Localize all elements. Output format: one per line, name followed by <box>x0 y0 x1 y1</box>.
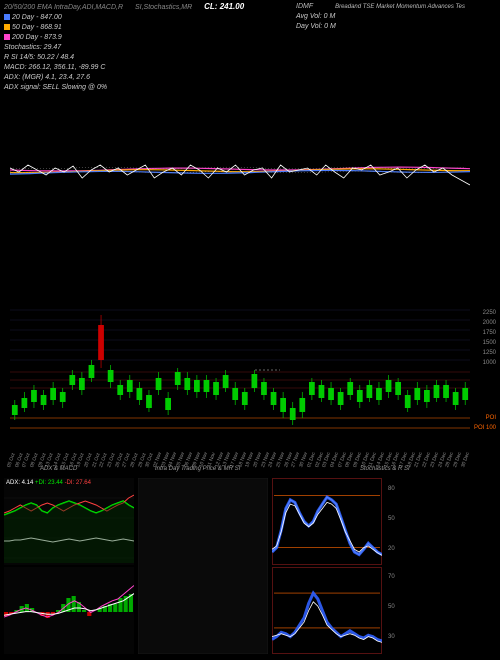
macd-subpanel <box>4 567 134 654</box>
info-text: 50 Day - 868.91 <box>12 24 62 31</box>
info-text: Stochastics: 29.47 <box>4 44 61 51</box>
avg-vol: Avg Vol: 0 M <box>296 12 496 22</box>
adx-svg <box>4 478 134 565</box>
ytick: POI <box>486 415 496 421</box>
info-line: ADX signal: SELL Slowing @ 0% <box>4 83 264 93</box>
color-swatch <box>4 24 10 30</box>
ytick: 2250 <box>483 310 496 316</box>
info-line: Stochastics: 29.47 <box>4 43 264 53</box>
panel2-title: Intra Day Trading Price & MR SI <box>155 466 240 472</box>
color-swatch <box>4 34 10 40</box>
info-line: R SI 14/5: 50.22 / 48.4 <box>4 53 264 63</box>
svg-text:50: 50 <box>388 516 395 522</box>
ytick: 1500 <box>483 340 496 346</box>
info-text: 200 Day - 873.9 <box>12 34 62 41</box>
info-line: MACD: 266.12, 356.11, -89.99 C <box>4 63 264 73</box>
info-line: ADX: (MGR) 4.1, 23.4, 27.6 <box>4 73 264 83</box>
info-line: 200 Day - 873.9 <box>4 33 264 43</box>
panel1-title: ADX & MACD <box>40 466 77 472</box>
stoch-svg <box>272 478 382 565</box>
adx-values-label: ADX: ADX: 4.14 +DI: 23.44 -DI: 27.644.14… <box>6 480 91 486</box>
macd-svg <box>4 567 134 654</box>
info-text: ADX: (MGR) 4.1, 23.4, 27.6 <box>4 74 90 81</box>
main-price-chart <box>10 130 470 210</box>
svg-text:70: 70 <box>388 574 395 580</box>
bottom-panels: ADX: ADX: 4.14 +DI: 23.44 -DI: 27.644.14… <box>0 478 500 658</box>
intraday-svg <box>138 478 268 654</box>
ytick: POI 100 <box>474 425 496 431</box>
info-line: 50 Day - 868.91 <box>4 23 264 33</box>
stochastics-subpanel <box>272 478 382 565</box>
candle-chart <box>10 300 470 440</box>
adx-subpanel: ADX: ADX: 4.14 +DI: 23.44 -DI: 27.644.14… <box>4 478 134 565</box>
main-chart-svg <box>10 130 470 210</box>
rsi-subpanel <box>272 567 382 654</box>
right-axis-panel: 80 50 20 70 50 30 <box>386 478 496 654</box>
info-text: 20 Day - 847.00 <box>12 14 62 21</box>
pdi-val: +DI: 23.44 <box>35 480 63 486</box>
info-line: 20 Day - 847.00 <box>4 13 264 23</box>
ytick: 2000 <box>483 320 496 326</box>
idx-label: IDMF <box>296 3 313 10</box>
close-price: CL: 241.00 <box>204 2 244 11</box>
panel3-title: Stochastics & R SI <box>360 466 410 472</box>
svg-text:20: 20 <box>388 546 395 552</box>
indicator-list-2: SI,Stochastics,MR <box>135 4 192 11</box>
candle-yaxis: 2250 2000 1750 1500 1250 1000 POI POI 100 <box>466 300 496 440</box>
stoch-rsi-panel <box>272 478 382 654</box>
info-text: ADX signal: SELL Slowing @ 0% <box>4 84 107 91</box>
chart-header: 20/50/200 EMA IntraDay,ADI,MACD,R SI,Sto… <box>4 2 496 82</box>
adx-val: ADX: ADX: 4.14 +DI: 23.44 -DI: 27.644.14 <box>6 480 33 486</box>
color-swatch <box>4 14 10 20</box>
axis-svg: 80 50 20 70 50 30 <box>386 478 406 654</box>
intraday-panel <box>138 478 268 654</box>
adx-macd-panel: ADX: ADX: 4.14 +DI: 23.44 -DI: 27.644.14… <box>4 478 134 654</box>
info-text: MACD: 266.12, 356.11, -89.99 C <box>4 64 105 71</box>
descriptor: Breadand TSE Market Momentum Advances Te… <box>335 4 465 10</box>
mdi-val: -DI: 27.64 <box>65 480 91 486</box>
indicator-list-1: 20/50/200 EMA IntraDay,ADI,MACD,R <box>4 4 123 11</box>
ytick: 1000 <box>483 360 496 366</box>
day-vol: Day Vol: 0 M <box>296 22 496 32</box>
candle-chart-svg <box>10 300 470 440</box>
info-text: R SI 14/5: 50.22 / 48.4 <box>4 54 74 61</box>
svg-text:30: 30 <box>388 634 395 640</box>
left-info-block: 20/50/200 EMA IntraDay,ADI,MACD,R SI,Sto… <box>4 2 264 93</box>
svg-text:80: 80 <box>388 486 395 492</box>
svg-text:50: 50 <box>388 604 395 610</box>
rsi-svg <box>272 567 382 654</box>
right-info-block: IDMF Breadand TSE Market Momentum Advanc… <box>296 2 496 32</box>
ytick: 1250 <box>483 350 496 356</box>
date-axis: 05 Oct06 Oct07 Oct08 Oct09 Oct13 Oct14 O… <box>10 444 470 468</box>
ytick: 1750 <box>483 330 496 336</box>
